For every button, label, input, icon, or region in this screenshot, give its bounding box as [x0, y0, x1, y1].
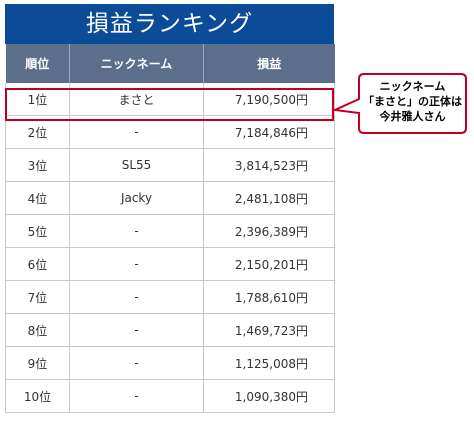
- profit-cell: 1,090,380円: [203, 379, 335, 413]
- rank-cell: 7位: [5, 280, 70, 314]
- ranking-table: 順位 ニックネーム 損益 1位 まさと 7,190,500円 2位 - 7,18…: [5, 44, 335, 413]
- callout-text: ニックネーム 「まさと」の正体は 今井雅人さん: [358, 79, 467, 124]
- rank-cell: 1位: [5, 83, 70, 116]
- ranking-panel: 損益ランキング 順位 ニックネーム 損益 1位 まさと 7,190,500円 2…: [5, 4, 335, 413]
- callout-line-1: ニックネーム: [379, 80, 446, 93]
- nickname-cell: -: [69, 379, 204, 413]
- nickname-cell: Jacky: [69, 181, 204, 215]
- ranking-title: 損益ランキング: [5, 4, 334, 44]
- nickname-cell: まさと: [69, 83, 204, 116]
- profit-cell: 3,814,523円: [203, 148, 335, 182]
- table-row: 10位 - 1,090,380円: [5, 379, 335, 413]
- table-row: 6位 - 2,150,201円: [5, 247, 335, 281]
- profit-cell: 2,481,108円: [203, 181, 335, 215]
- nickname-cell: -: [69, 280, 204, 314]
- table-row: 9位 - 1,125,008円: [5, 346, 335, 380]
- nickname-cell: -: [69, 346, 204, 380]
- table-row: 4位 Jacky 2,481,108円: [5, 181, 335, 215]
- callout-line-2: 「まさと」の正体は: [363, 95, 462, 108]
- profit-cell: 1,469,723円: [203, 313, 335, 347]
- rank-cell: 3位: [5, 148, 70, 182]
- nickname-cell: -: [69, 313, 204, 347]
- table-row: 1位 まさと 7,190,500円: [5, 83, 335, 116]
- profit-cell: 2,396,389円: [203, 214, 335, 248]
- nickname-cell: -: [69, 247, 204, 281]
- nickname-cell: -: [69, 214, 204, 248]
- table-row: 7位 - 1,788,610円: [5, 280, 335, 314]
- header-profit: 損益: [203, 44, 335, 83]
- rank-cell: 10位: [5, 379, 70, 413]
- table-row: 8位 - 1,469,723円: [5, 313, 335, 347]
- rank-cell: 2位: [5, 115, 70, 149]
- profit-cell: 1,125,008円: [203, 346, 335, 380]
- rank-cell: 4位: [5, 181, 70, 215]
- table-row: 3位 SL55 3,814,523円: [5, 148, 335, 182]
- header-rank: 順位: [5, 44, 70, 83]
- profit-cell: 7,190,500円: [203, 83, 335, 116]
- table-header-row: 順位 ニックネーム 損益: [5, 44, 335, 83]
- profit-cell: 2,150,201円: [203, 247, 335, 281]
- callout-shape: [331, 73, 467, 134]
- header-nickname: ニックネーム: [69, 44, 204, 83]
- profit-cell: 7,184,846円: [203, 115, 335, 149]
- rank-cell: 5位: [5, 214, 70, 248]
- rank-cell: 6位: [5, 247, 70, 281]
- callout-bubble: ニックネーム 「まさと」の正体は 今井雅人さん: [331, 73, 467, 134]
- nickname-cell: SL55: [69, 148, 204, 182]
- rank-cell: 8位: [5, 313, 70, 347]
- rank-cell: 9位: [5, 346, 70, 380]
- nickname-cell: -: [69, 115, 204, 149]
- callout-line-3: 今井雅人さん: [379, 110, 446, 123]
- profit-cell: 1,788,610円: [203, 280, 335, 314]
- table-row: 5位 - 2,396,389円: [5, 214, 335, 248]
- table-row: 2位 - 7,184,846円: [5, 115, 335, 149]
